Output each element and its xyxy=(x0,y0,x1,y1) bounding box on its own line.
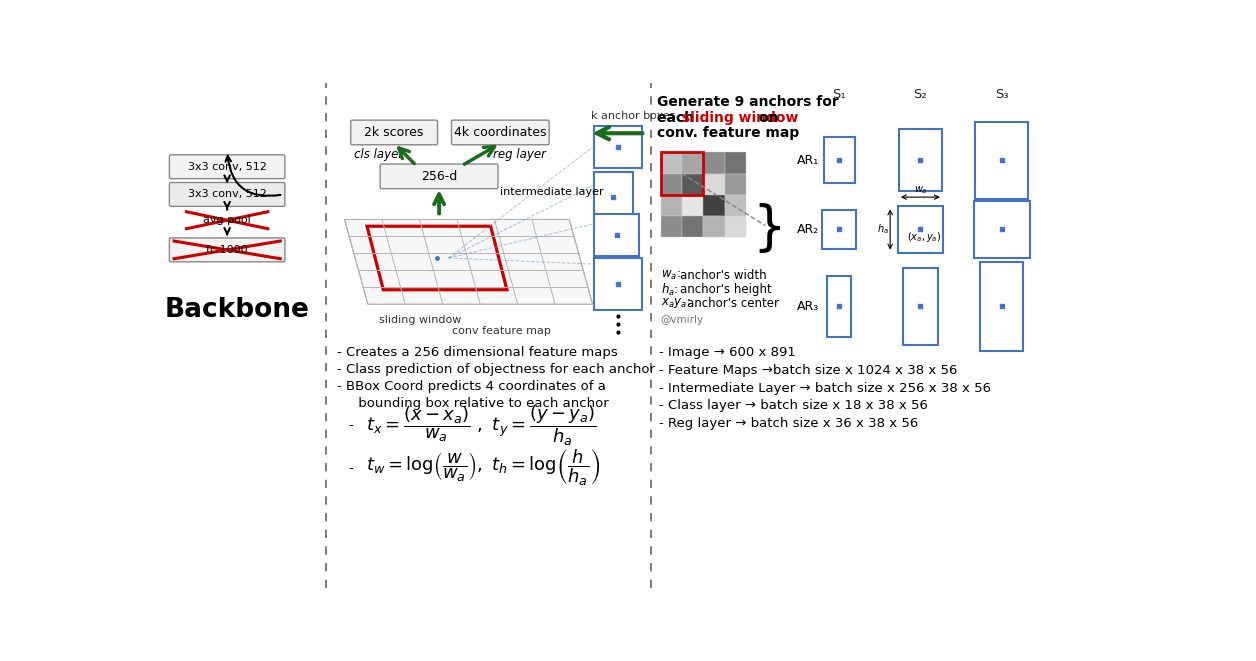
FancyBboxPatch shape xyxy=(381,164,497,188)
Text: $h_a$:: $h_a$: xyxy=(661,282,678,297)
Text: - Intermediate Layer → batch size x 256 x 38 x 56: - Intermediate Layer → batch size x 256 … xyxy=(659,381,991,395)
Bar xyxy=(976,122,1029,199)
Text: sliding window: sliding window xyxy=(682,111,799,125)
Text: $h_a$: $h_a$ xyxy=(877,223,889,237)
Bar xyxy=(594,214,639,256)
Bar xyxy=(703,174,725,195)
Bar xyxy=(980,262,1024,351)
Text: $w_a$:: $w_a$: xyxy=(661,269,681,282)
Bar xyxy=(682,216,703,237)
Text: AR₂: AR₂ xyxy=(796,223,819,236)
Bar xyxy=(594,172,633,222)
Text: anchor's height: anchor's height xyxy=(681,283,772,296)
Text: AR₁: AR₁ xyxy=(796,153,819,167)
Text: cls layer: cls layer xyxy=(354,147,403,161)
Bar xyxy=(682,195,703,216)
Text: $t_w = \log\!\left(\dfrac{w}{w_a}\right),\ t_h = \log\!\left(\dfrac{h}{h_a}\righ: $t_w = \log\!\left(\dfrac{w}{w_a}\right)… xyxy=(367,448,600,488)
Bar xyxy=(682,174,703,195)
Text: 2k scores: 2k scores xyxy=(364,126,423,139)
Text: S₁: S₁ xyxy=(833,88,845,101)
Bar xyxy=(703,195,725,216)
Bar xyxy=(682,153,703,174)
Bar xyxy=(661,153,703,195)
Text: S₂: S₂ xyxy=(913,88,927,101)
Text: each: each xyxy=(657,111,698,125)
Text: reg layer: reg layer xyxy=(494,147,546,161)
Text: S₃: S₃ xyxy=(995,88,1009,101)
Text: - BBox Coord predicts 4 coordinates of a: - BBox Coord predicts 4 coordinates of a xyxy=(337,380,605,393)
Text: @vmirly: @vmirly xyxy=(661,315,703,325)
Text: - Creates a 256 dimensional feature maps: - Creates a 256 dimensional feature maps xyxy=(337,346,618,359)
FancyBboxPatch shape xyxy=(170,155,285,178)
Text: 3x3 conv, 512: 3x3 conv, 512 xyxy=(187,162,266,172)
Bar xyxy=(661,216,682,237)
Bar xyxy=(725,153,746,174)
Bar xyxy=(824,137,854,183)
Text: - Reg layer → batch size x 36 x 38 x 56: - Reg layer → batch size x 36 x 38 x 56 xyxy=(659,417,918,430)
FancyBboxPatch shape xyxy=(350,120,437,145)
FancyBboxPatch shape xyxy=(170,182,285,206)
Text: $(x_a, y_a)$: $(x_a, y_a)$ xyxy=(907,230,941,244)
Text: anchor's center: anchor's center xyxy=(687,297,779,310)
FancyBboxPatch shape xyxy=(170,238,285,262)
Bar xyxy=(703,153,725,174)
Text: 4k coordinates: 4k coordinates xyxy=(455,126,546,139)
Text: }: } xyxy=(752,204,786,255)
Text: k anchor boxes: k anchor boxes xyxy=(592,111,676,121)
Bar xyxy=(899,130,942,191)
Text: - Class prediction of objectness for each anchor: - Class prediction of objectness for eac… xyxy=(337,363,654,376)
Bar xyxy=(661,195,682,216)
Text: avg pool: avg pool xyxy=(203,215,251,225)
Text: 3x3 conv, 512: 3x3 conv, 512 xyxy=(187,190,266,200)
Bar xyxy=(661,153,682,174)
Text: conv feature map: conv feature map xyxy=(452,326,551,336)
Text: - Class layer → batch size x 18 x 38 x 56: - Class layer → batch size x 18 x 38 x 5… xyxy=(659,399,928,412)
Bar xyxy=(821,210,857,249)
Bar xyxy=(725,216,746,237)
Bar xyxy=(725,195,746,216)
Text: anchor's width: anchor's width xyxy=(681,269,766,282)
Text: bounding box relative to each anchor: bounding box relative to each anchor xyxy=(337,397,609,410)
Polygon shape xyxy=(344,219,593,304)
Bar xyxy=(973,200,1030,258)
Bar xyxy=(594,126,642,168)
Bar xyxy=(903,268,938,345)
Text: 256-d: 256-d xyxy=(421,170,457,183)
Text: Backbone: Backbone xyxy=(165,297,310,323)
Bar xyxy=(703,216,725,237)
Text: $w_a$: $w_a$ xyxy=(913,184,927,196)
Text: -: - xyxy=(348,419,353,432)
Text: $t_x = \dfrac{(x-x_a)}{w_a}\ ,\ t_y = \dfrac{(y-y_a)}{h_a}$: $t_x = \dfrac{(x-x_a)}{w_a}\ ,\ t_y = \d… xyxy=(367,403,597,448)
Text: conv. feature map: conv. feature map xyxy=(657,126,799,140)
Bar xyxy=(826,276,852,337)
Text: - Image → 600 x 891: - Image → 600 x 891 xyxy=(659,346,796,359)
Text: $x_a y_a$:: $x_a y_a$: xyxy=(661,296,691,311)
Bar xyxy=(661,174,682,195)
Text: Generate 9 anchors for: Generate 9 anchors for xyxy=(657,95,839,110)
Text: fc 1000: fc 1000 xyxy=(206,245,247,255)
Bar xyxy=(898,206,943,253)
Bar xyxy=(594,258,642,310)
Text: on: on xyxy=(754,111,779,125)
Text: - Feature Maps →batch size x 1024 x 38 x 56: - Feature Maps →batch size x 1024 x 38 x… xyxy=(659,364,957,377)
Text: AR₃: AR₃ xyxy=(796,300,819,313)
FancyBboxPatch shape xyxy=(451,120,549,145)
Text: intermediate layer: intermediate layer xyxy=(500,187,604,197)
Text: sliding window: sliding window xyxy=(379,315,462,325)
Text: -: - xyxy=(348,461,353,475)
Bar xyxy=(725,174,746,195)
